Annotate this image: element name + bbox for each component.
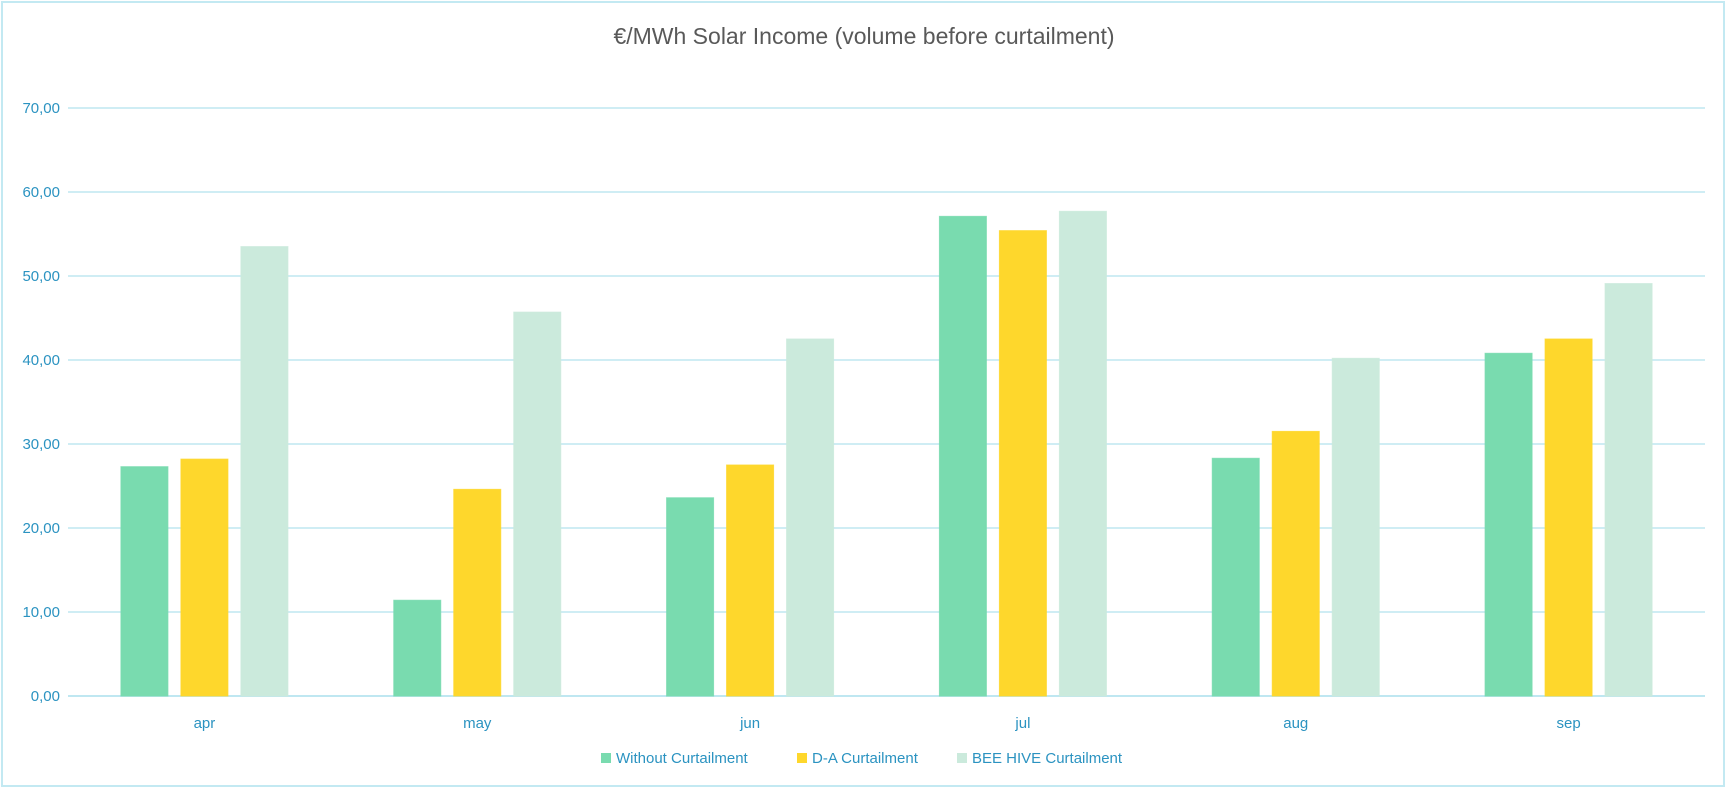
bar-jun-2 (786, 338, 835, 697)
legend-swatch (601, 753, 611, 763)
y-tick-label: 50,00 (22, 268, 60, 285)
bar-aug-2 (1331, 357, 1380, 697)
x-tick-label: jun (739, 715, 760, 732)
bar-apr-0 (120, 466, 169, 697)
legend-swatch (797, 753, 807, 763)
category-labels: apr may jun jul aug sep (194, 715, 1581, 732)
legend-label: BEE HIVE Curtailment (972, 750, 1123, 767)
bar-jul-0 (938, 215, 987, 697)
legend-label: D-A Curtailment (812, 750, 919, 767)
gridlines: 0,00 10,00 20,00 30,00 40,00 50,00 60,00 70,00 (22, 100, 1705, 705)
bar-sep-2 (1604, 283, 1653, 697)
x-tick-label: jul (1014, 715, 1030, 732)
bar-may-2 (513, 311, 562, 697)
chart-title: €/MWh Solar Income (volume before curtai… (613, 23, 1114, 49)
legend: Without Curtailment D-A Curtailment BEE HI… (601, 750, 1123, 767)
y-tick-label: 10,00 (22, 604, 60, 621)
x-tick-label: may (463, 715, 492, 732)
x-tick-label: sep (1556, 715, 1580, 732)
bar-jul-2 (1058, 210, 1107, 697)
x-tick-label: apr (194, 715, 216, 732)
y-tick-label: 0,00 (31, 688, 60, 705)
x-tick-label: aug (1283, 715, 1308, 732)
bar-apr-1 (180, 458, 229, 697)
legend-label: Without Curtailment (616, 750, 749, 767)
bar-may-0 (393, 599, 442, 697)
bar-apr-2 (240, 246, 289, 697)
y-tick-label: 70,00 (22, 100, 60, 117)
bars (120, 210, 1653, 697)
y-tick-label: 20,00 (22, 520, 60, 537)
y-tick-label: 60,00 (22, 184, 60, 201)
bar-jun-0 (666, 497, 715, 697)
bar-aug-0 (1211, 457, 1260, 697)
bar-jun-1 (726, 464, 775, 697)
y-tick-label: 30,00 (22, 436, 60, 453)
bar-sep-1 (1544, 338, 1593, 697)
bar-sep-0 (1484, 352, 1533, 697)
bar-aug-1 (1271, 430, 1320, 697)
bar-may-1 (453, 488, 502, 697)
y-tick-label: 40,00 (22, 352, 60, 369)
legend-swatch (957, 753, 967, 763)
bar-jul-1 (998, 230, 1047, 697)
